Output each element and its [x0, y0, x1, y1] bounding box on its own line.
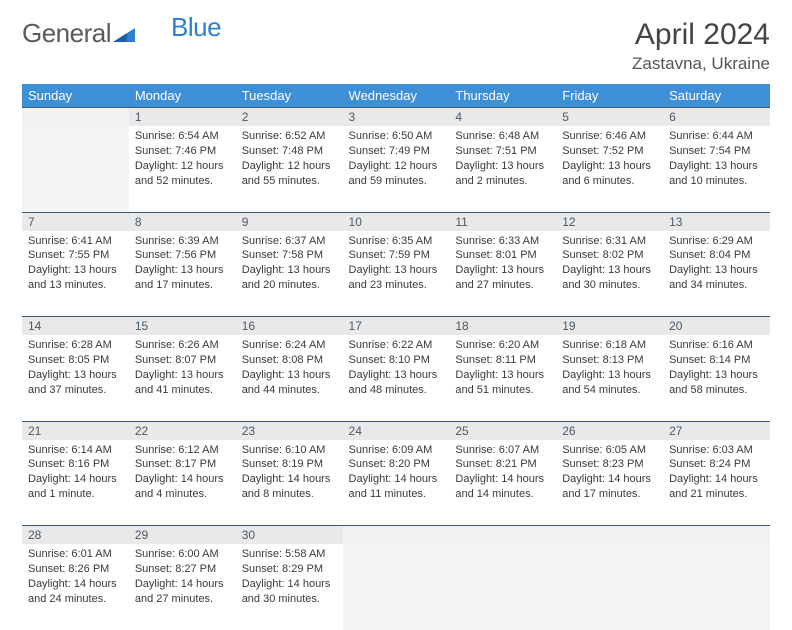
day-number: 22 [129, 421, 236, 440]
logo-mark-icon [113, 18, 135, 49]
day-cell: Sunrise: 6:37 AM Sunset: 7:58 PM Dayligh… [236, 231, 343, 317]
weekday-header: Saturday [663, 84, 770, 108]
day-cell: Sunrise: 6:18 AM Sunset: 8:13 PM Dayligh… [556, 335, 663, 421]
day-number: 18 [449, 317, 556, 336]
day-cell: Sunrise: 6:35 AM Sunset: 7:59 PM Dayligh… [343, 231, 450, 317]
location-label: Zastavna, Ukraine [632, 54, 770, 74]
day-number: 12 [556, 212, 663, 231]
day-cell: Sunrise: 6:50 AM Sunset: 7:49 PM Dayligh… [343, 126, 450, 212]
weekday-header: Tuesday [236, 84, 343, 108]
day-number: 6 [663, 108, 770, 127]
day-number [556, 526, 663, 545]
day-number: 21 [22, 421, 129, 440]
day-cell: Sunrise: 6:39 AM Sunset: 7:56 PM Dayligh… [129, 231, 236, 317]
weekday-header: Monday [129, 84, 236, 108]
day-cell: Sunrise: 6:31 AM Sunset: 8:02 PM Dayligh… [556, 231, 663, 317]
day-cell: Sunrise: 6:24 AM Sunset: 8:08 PM Dayligh… [236, 335, 343, 421]
day-cell: Sunrise: 6:09 AM Sunset: 8:20 PM Dayligh… [343, 440, 450, 526]
day-cell [556, 544, 663, 630]
weekday-header: Thursday [449, 84, 556, 108]
day-cell: Sunrise: 6:33 AM Sunset: 8:01 PM Dayligh… [449, 231, 556, 317]
day-number: 17 [343, 317, 450, 336]
content-row: Sunrise: 6:01 AM Sunset: 8:26 PM Dayligh… [22, 544, 770, 630]
day-number [343, 526, 450, 545]
day-number: 29 [129, 526, 236, 545]
day-number: 20 [663, 317, 770, 336]
day-cell [449, 544, 556, 630]
day-number: 24 [343, 421, 450, 440]
day-number: 10 [343, 212, 450, 231]
day-cell: Sunrise: 6:00 AM Sunset: 8:27 PM Dayligh… [129, 544, 236, 630]
day-number: 16 [236, 317, 343, 336]
day-number: 28 [22, 526, 129, 545]
weekday-header: Sunday [22, 84, 129, 108]
day-number: 19 [556, 317, 663, 336]
day-number: 4 [449, 108, 556, 127]
day-number: 9 [236, 212, 343, 231]
day-number: 26 [556, 421, 663, 440]
day-cell: Sunrise: 6:01 AM Sunset: 8:26 PM Dayligh… [22, 544, 129, 630]
day-cell: Sunrise: 6:46 AM Sunset: 7:52 PM Dayligh… [556, 126, 663, 212]
day-number [22, 108, 129, 127]
day-cell: Sunrise: 6:54 AM Sunset: 7:46 PM Dayligh… [129, 126, 236, 212]
day-cell: Sunrise: 6:07 AM Sunset: 8:21 PM Dayligh… [449, 440, 556, 526]
day-cell: Sunrise: 6:26 AM Sunset: 8:07 PM Dayligh… [129, 335, 236, 421]
day-number: 15 [129, 317, 236, 336]
calendar-table: Sunday Monday Tuesday Wednesday Thursday… [22, 84, 770, 630]
daynum-row: 21222324252627 [22, 421, 770, 440]
day-cell [22, 126, 129, 212]
day-cell: Sunrise: 6:41 AM Sunset: 7:55 PM Dayligh… [22, 231, 129, 317]
day-cell: Sunrise: 6:03 AM Sunset: 8:24 PM Dayligh… [663, 440, 770, 526]
day-cell: Sunrise: 6:20 AM Sunset: 8:11 PM Dayligh… [449, 335, 556, 421]
day-number: 30 [236, 526, 343, 545]
calendar-page: General Blue April 2024 Zastavna, Ukrain… [0, 0, 792, 630]
day-number: 1 [129, 108, 236, 127]
content-row: Sunrise: 6:28 AM Sunset: 8:05 PM Dayligh… [22, 335, 770, 421]
logo-text-1: General [22, 18, 111, 49]
day-number: 13 [663, 212, 770, 231]
content-row: Sunrise: 6:54 AM Sunset: 7:46 PM Dayligh… [22, 126, 770, 212]
day-number [449, 526, 556, 545]
daynum-row: 123456 [22, 108, 770, 127]
day-cell: Sunrise: 6:10 AM Sunset: 8:19 PM Dayligh… [236, 440, 343, 526]
weekday-header: Friday [556, 84, 663, 108]
day-cell: Sunrise: 6:28 AM Sunset: 8:05 PM Dayligh… [22, 335, 129, 421]
day-number: 14 [22, 317, 129, 336]
day-number: 23 [236, 421, 343, 440]
title-block: April 2024 Zastavna, Ukraine [632, 18, 770, 74]
day-cell [343, 544, 450, 630]
day-cell: Sunrise: 6:14 AM Sunset: 8:16 PM Dayligh… [22, 440, 129, 526]
daynum-row: 282930 [22, 526, 770, 545]
logo-text-2: Blue [171, 12, 221, 43]
day-cell: Sunrise: 6:44 AM Sunset: 7:54 PM Dayligh… [663, 126, 770, 212]
day-number: 2 [236, 108, 343, 127]
day-number: 3 [343, 108, 450, 127]
day-cell: Sunrise: 6:05 AM Sunset: 8:23 PM Dayligh… [556, 440, 663, 526]
day-number: 11 [449, 212, 556, 231]
page-header: General Blue April 2024 Zastavna, Ukrain… [22, 18, 770, 74]
daynum-row: 14151617181920 [22, 317, 770, 336]
day-number [663, 526, 770, 545]
day-number: 5 [556, 108, 663, 127]
day-number: 8 [129, 212, 236, 231]
day-cell: Sunrise: 6:29 AM Sunset: 8:04 PM Dayligh… [663, 231, 770, 317]
weekday-header: Wednesday [343, 84, 450, 108]
content-row: Sunrise: 6:14 AM Sunset: 8:16 PM Dayligh… [22, 440, 770, 526]
day-number: 7 [22, 212, 129, 231]
day-cell: Sunrise: 5:58 AM Sunset: 8:29 PM Dayligh… [236, 544, 343, 630]
day-number: 27 [663, 421, 770, 440]
day-cell: Sunrise: 6:52 AM Sunset: 7:48 PM Dayligh… [236, 126, 343, 212]
day-cell: Sunrise: 6:12 AM Sunset: 8:17 PM Dayligh… [129, 440, 236, 526]
day-cell [663, 544, 770, 630]
day-cell: Sunrise: 6:22 AM Sunset: 8:10 PM Dayligh… [343, 335, 450, 421]
day-cell: Sunrise: 6:16 AM Sunset: 8:14 PM Dayligh… [663, 335, 770, 421]
day-number: 25 [449, 421, 556, 440]
month-title: April 2024 [632, 18, 770, 52]
day-cell: Sunrise: 6:48 AM Sunset: 7:51 PM Dayligh… [449, 126, 556, 212]
weekday-header-row: Sunday Monday Tuesday Wednesday Thursday… [22, 84, 770, 108]
daynum-row: 78910111213 [22, 212, 770, 231]
content-row: Sunrise: 6:41 AM Sunset: 7:55 PM Dayligh… [22, 231, 770, 317]
logo: General Blue [22, 18, 221, 49]
